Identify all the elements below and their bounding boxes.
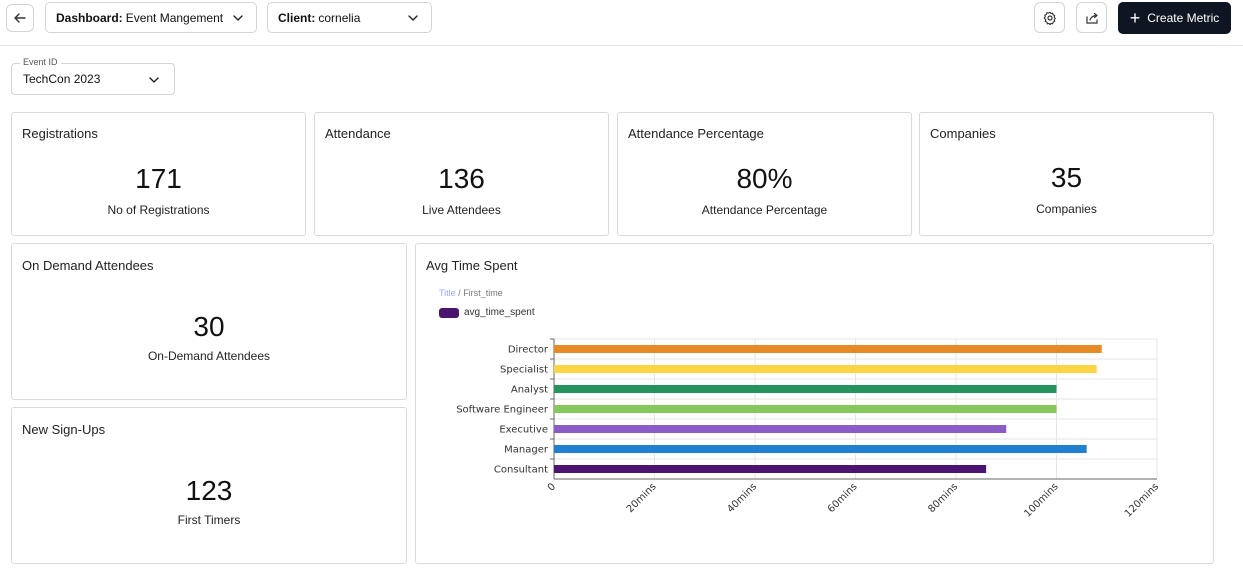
plus-icon: +	[1129, 8, 1141, 28]
card-subtitle: Companies	[1036, 202, 1097, 216]
card-value: 35	[1050, 162, 1083, 193]
chevron-down-icon	[408, 15, 418, 21]
y-tick-label: Executive	[499, 425, 548, 436]
card-subtitle: First Timers	[177, 513, 241, 527]
breadcrumb-separator: /	[455, 288, 464, 298]
settings-button[interactable]	[1034, 2, 1065, 33]
x-tick-label: 80mins	[926, 481, 960, 515]
card-value: 171	[135, 163, 182, 194]
bar-software-engineer	[554, 405, 1057, 413]
bar-executive	[554, 425, 1007, 433]
x-tick-label: 20mins	[625, 481, 659, 515]
card-title: Avg Time Spent	[426, 258, 518, 273]
card-title: Companies	[930, 126, 996, 141]
card-title: On Demand Attendees	[22, 258, 154, 273]
dashboard-select[interactable]: Dashboard: Event Mangement	[45, 2, 257, 33]
x-tick-label: 120mins	[1123, 481, 1161, 519]
y-tick-label: Director	[508, 345, 549, 356]
chevron-down-icon	[149, 77, 159, 83]
client-select-key: Client:	[278, 10, 316, 25]
card-title: Attendance Percentage	[628, 126, 764, 141]
avg-time-spent-card: Avg Time Spent Title / First_time avg_ti…	[415, 243, 1214, 564]
event-id-label: Event ID	[20, 57, 61, 67]
avg-time-spent-chart: Director Specialist Analyst Software Engine…	[456, 338, 1161, 520]
client-select-value: cornelia	[318, 10, 361, 25]
x-tick-label: 40mins	[725, 481, 759, 515]
y-tick-label: Consultant	[494, 465, 548, 476]
arrow-left-icon	[14, 13, 26, 23]
on-demand-attendees-card: On Demand Attendees 30 On-Demand Attende…	[11, 243, 407, 400]
event-id-select[interactable]: Event ID TechCon 2023	[11, 57, 175, 95]
card-value: 136	[438, 163, 485, 194]
card-subtitle: Attendance Percentage	[701, 203, 828, 217]
create-metric-button[interactable]: + Create Metric	[1118, 2, 1231, 34]
card-title: Attendance	[325, 126, 391, 141]
card-subtitle: On-Demand Attendees	[147, 349, 271, 363]
bar-manager	[554, 445, 1087, 453]
dashboard-select-value: Event Mangement	[125, 10, 224, 25]
top-bar: Dashboard: Event Mangement Client: corne…	[0, 0, 1243, 46]
bar-specialist	[554, 365, 1097, 373]
breadcrumb-title[interactable]: Title	[439, 288, 456, 298]
client-select[interactable]: Client: cornelia	[267, 2, 432, 33]
legend-swatch	[439, 307, 459, 318]
event-id-value: TechCon 2023	[23, 72, 101, 86]
card-title: Registrations	[22, 126, 98, 141]
new-signups-card: New Sign-Ups 123 First Timers	[11, 407, 407, 564]
bar-consultant	[554, 465, 987, 473]
attendance-percentage-card: Attendance Percentage 80% Attendance Per…	[617, 112, 912, 236]
back-button[interactable]	[6, 4, 34, 32]
x-tick-label: 100mins	[1022, 481, 1060, 519]
legend-label: avg_time_spent	[464, 307, 535, 318]
share-icon	[1085, 12, 1098, 24]
x-tick-label: 60mins	[826, 481, 860, 515]
card-value: 80%	[736, 163, 793, 194]
y-tick-label: Analyst	[511, 385, 548, 396]
create-metric-label: Create Metric	[1147, 11, 1220, 25]
bar-director	[554, 345, 1102, 353]
card-subtitle: Live Attendees	[422, 203, 501, 217]
companies-card: Companies 35 Companies	[919, 112, 1214, 236]
chart-breadcrumb: Title / First_time	[439, 288, 503, 298]
gear-icon	[1043, 11, 1056, 25]
attendance-card: Attendance 136 Live Attendees	[314, 112, 609, 236]
chart-legend-item[interactable]: avg_time_spent	[439, 307, 535, 318]
card-subtitle: No of Registrations	[107, 203, 210, 217]
x-tick-label: 0	[546, 481, 558, 493]
y-tick-label: Software Engineer	[456, 405, 549, 416]
y-tick-label: Manager	[504, 445, 549, 456]
bar-analyst	[554, 385, 1057, 393]
chevron-down-icon	[233, 15, 243, 21]
breadcrumb-field: First_time	[463, 288, 503, 298]
dashboard-select-key: Dashboard:	[56, 10, 123, 25]
share-button[interactable]	[1076, 2, 1107, 33]
y-tick-label: Specialist	[500, 365, 548, 376]
card-value: 123	[185, 475, 233, 506]
card-value: 30	[193, 311, 225, 342]
registrations-card: Registrations 171 No of Registrations	[11, 112, 306, 236]
card-title: New Sign-Ups	[22, 422, 106, 437]
